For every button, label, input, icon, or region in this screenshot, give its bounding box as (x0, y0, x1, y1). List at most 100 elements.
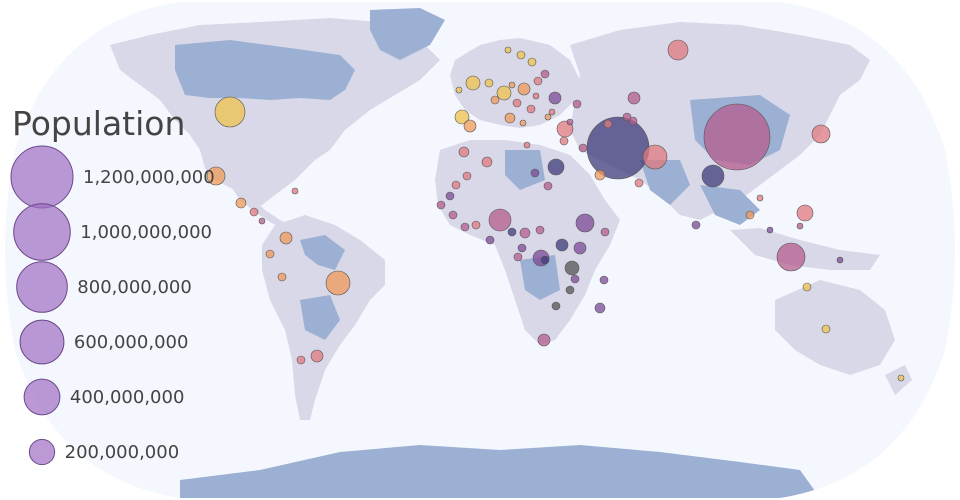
country-population-bubble[interactable] (897, 374, 905, 382)
country-population-bubble[interactable] (481, 156, 493, 168)
country-population-bubble[interactable] (642, 144, 668, 170)
country-population-bubble[interactable] (258, 217, 266, 225)
country-population-bubble[interactable] (530, 168, 540, 178)
country-population-bubble[interactable] (551, 301, 561, 311)
country-population-bubble[interactable] (496, 85, 512, 101)
country-population-bubble[interactable] (547, 158, 565, 176)
country-population-bubble[interactable] (533, 76, 543, 86)
country-population-bubble[interactable] (811, 124, 831, 144)
country-population-bubble[interactable] (586, 116, 650, 180)
country-population-bubble[interactable] (543, 181, 553, 191)
country-population-bubble[interactable] (471, 220, 481, 230)
country-population-bubble[interactable] (325, 270, 351, 296)
country-population-bubble[interactable] (235, 197, 247, 209)
country-population-bubble[interactable] (249, 207, 259, 217)
country-population-bubble[interactable] (703, 103, 771, 171)
country-population-bubble[interactable] (265, 249, 275, 259)
country-population-bubble[interactable] (517, 82, 531, 96)
country-population-bubble[interactable] (214, 96, 246, 128)
country-population-bubble[interactable] (277, 272, 287, 282)
country-population-bubble[interactable] (570, 274, 580, 284)
country-population-bubble[interactable] (448, 210, 458, 220)
country-population-bubble[interactable] (622, 112, 632, 122)
country-population-bubble[interactable] (460, 222, 470, 232)
country-population-bubble[interactable] (627, 91, 641, 105)
country-population-bubble[interactable] (756, 194, 764, 202)
country-population-bubble[interactable] (540, 69, 550, 79)
country-population-bubble[interactable] (634, 178, 644, 188)
country-population-bubble[interactable] (490, 95, 500, 105)
country-population-bubble[interactable] (504, 46, 512, 54)
country-population-bubble[interactable] (523, 141, 531, 149)
country-population-bubble[interactable] (507, 227, 517, 237)
country-population-bubble[interactable] (796, 222, 804, 230)
country-population-bubble[interactable] (519, 119, 527, 127)
country-population-bubble[interactable] (519, 227, 531, 239)
country-population-bubble[interactable] (548, 91, 562, 105)
country-population-bubble[interactable] (836, 256, 844, 264)
country-population-bubble[interactable] (451, 180, 461, 190)
country-population-bubble[interactable] (667, 39, 689, 61)
country-population-bubble[interactable] (776, 242, 806, 272)
country-population-bubble[interactable] (465, 75, 481, 91)
country-population-bubble[interactable] (516, 50, 526, 60)
country-population-bubble[interactable] (527, 57, 537, 67)
country-population-bubble[interactable] (564, 260, 580, 276)
country-population-bubble[interactable] (484, 78, 494, 88)
country-population-bubble[interactable] (463, 119, 477, 133)
country-population-bubble[interactable] (513, 252, 523, 262)
country-population-bubble[interactable] (485, 235, 495, 245)
country-population-bubble[interactable] (458, 146, 470, 158)
country-population-bubble[interactable] (796, 204, 814, 222)
country-population-bubble[interactable] (291, 187, 299, 195)
country-population-bubble[interactable] (454, 109, 470, 125)
south-america-region-south (300, 295, 340, 340)
country-population-bubble[interactable] (512, 98, 522, 108)
country-population-bubble[interactable] (535, 225, 545, 235)
country-population-bubble[interactable] (462, 171, 472, 181)
country-population-bubble[interactable] (575, 213, 595, 233)
country-population-bubble[interactable] (544, 113, 552, 121)
country-population-bubble[interactable] (691, 220, 701, 230)
country-population-bubble[interactable] (701, 164, 725, 188)
country-population-bubble[interactable] (821, 324, 831, 334)
population-bubbles[interactable] (206, 39, 905, 382)
country-population-bubble[interactable] (455, 86, 463, 94)
country-population-bubble[interactable] (526, 104, 536, 114)
country-population-bubble[interactable] (532, 92, 540, 100)
country-population-bubble[interactable] (508, 81, 516, 89)
country-population-bubble[interactable] (310, 349, 324, 363)
country-population-bubble[interactable] (573, 241, 587, 255)
country-population-bubble[interactable] (566, 118, 574, 126)
africa-region-a (505, 150, 545, 190)
country-population-bubble[interactable] (565, 285, 575, 295)
country-population-bubble[interactable] (555, 238, 569, 252)
country-population-bubble[interactable] (488, 208, 512, 232)
country-population-bubble[interactable] (628, 116, 638, 126)
country-population-bubble[interactable] (540, 255, 550, 265)
country-population-bubble[interactable] (296, 355, 306, 365)
country-population-bubble[interactable] (594, 302, 606, 314)
country-population-bubble[interactable] (436, 200, 446, 210)
country-population-bubble[interactable] (504, 112, 516, 124)
country-population-bubble[interactable] (802, 282, 812, 292)
country-population-bubble[interactable] (766, 226, 774, 234)
country-population-bubble[interactable] (279, 231, 293, 245)
legend-bubble (19, 319, 65, 365)
country-population-bubble[interactable] (445, 191, 455, 201)
country-population-bubble[interactable] (603, 119, 613, 129)
legend-label: 1,000,000,000 (80, 222, 212, 243)
country-population-bubble[interactable] (517, 243, 527, 253)
country-population-bubble[interactable] (559, 136, 569, 146)
country-population-bubble[interactable] (578, 143, 588, 153)
country-population-bubble[interactable] (206, 166, 226, 186)
country-population-bubble[interactable] (599, 275, 609, 285)
country-population-bubble[interactable] (548, 108, 556, 116)
country-population-bubble[interactable] (600, 227, 610, 237)
country-population-bubble[interactable] (745, 210, 755, 220)
country-population-bubble[interactable] (572, 99, 582, 109)
country-population-bubble[interactable] (594, 169, 606, 181)
country-population-bubble[interactable] (537, 333, 551, 347)
legend-label: 800,000,000 (77, 277, 192, 298)
